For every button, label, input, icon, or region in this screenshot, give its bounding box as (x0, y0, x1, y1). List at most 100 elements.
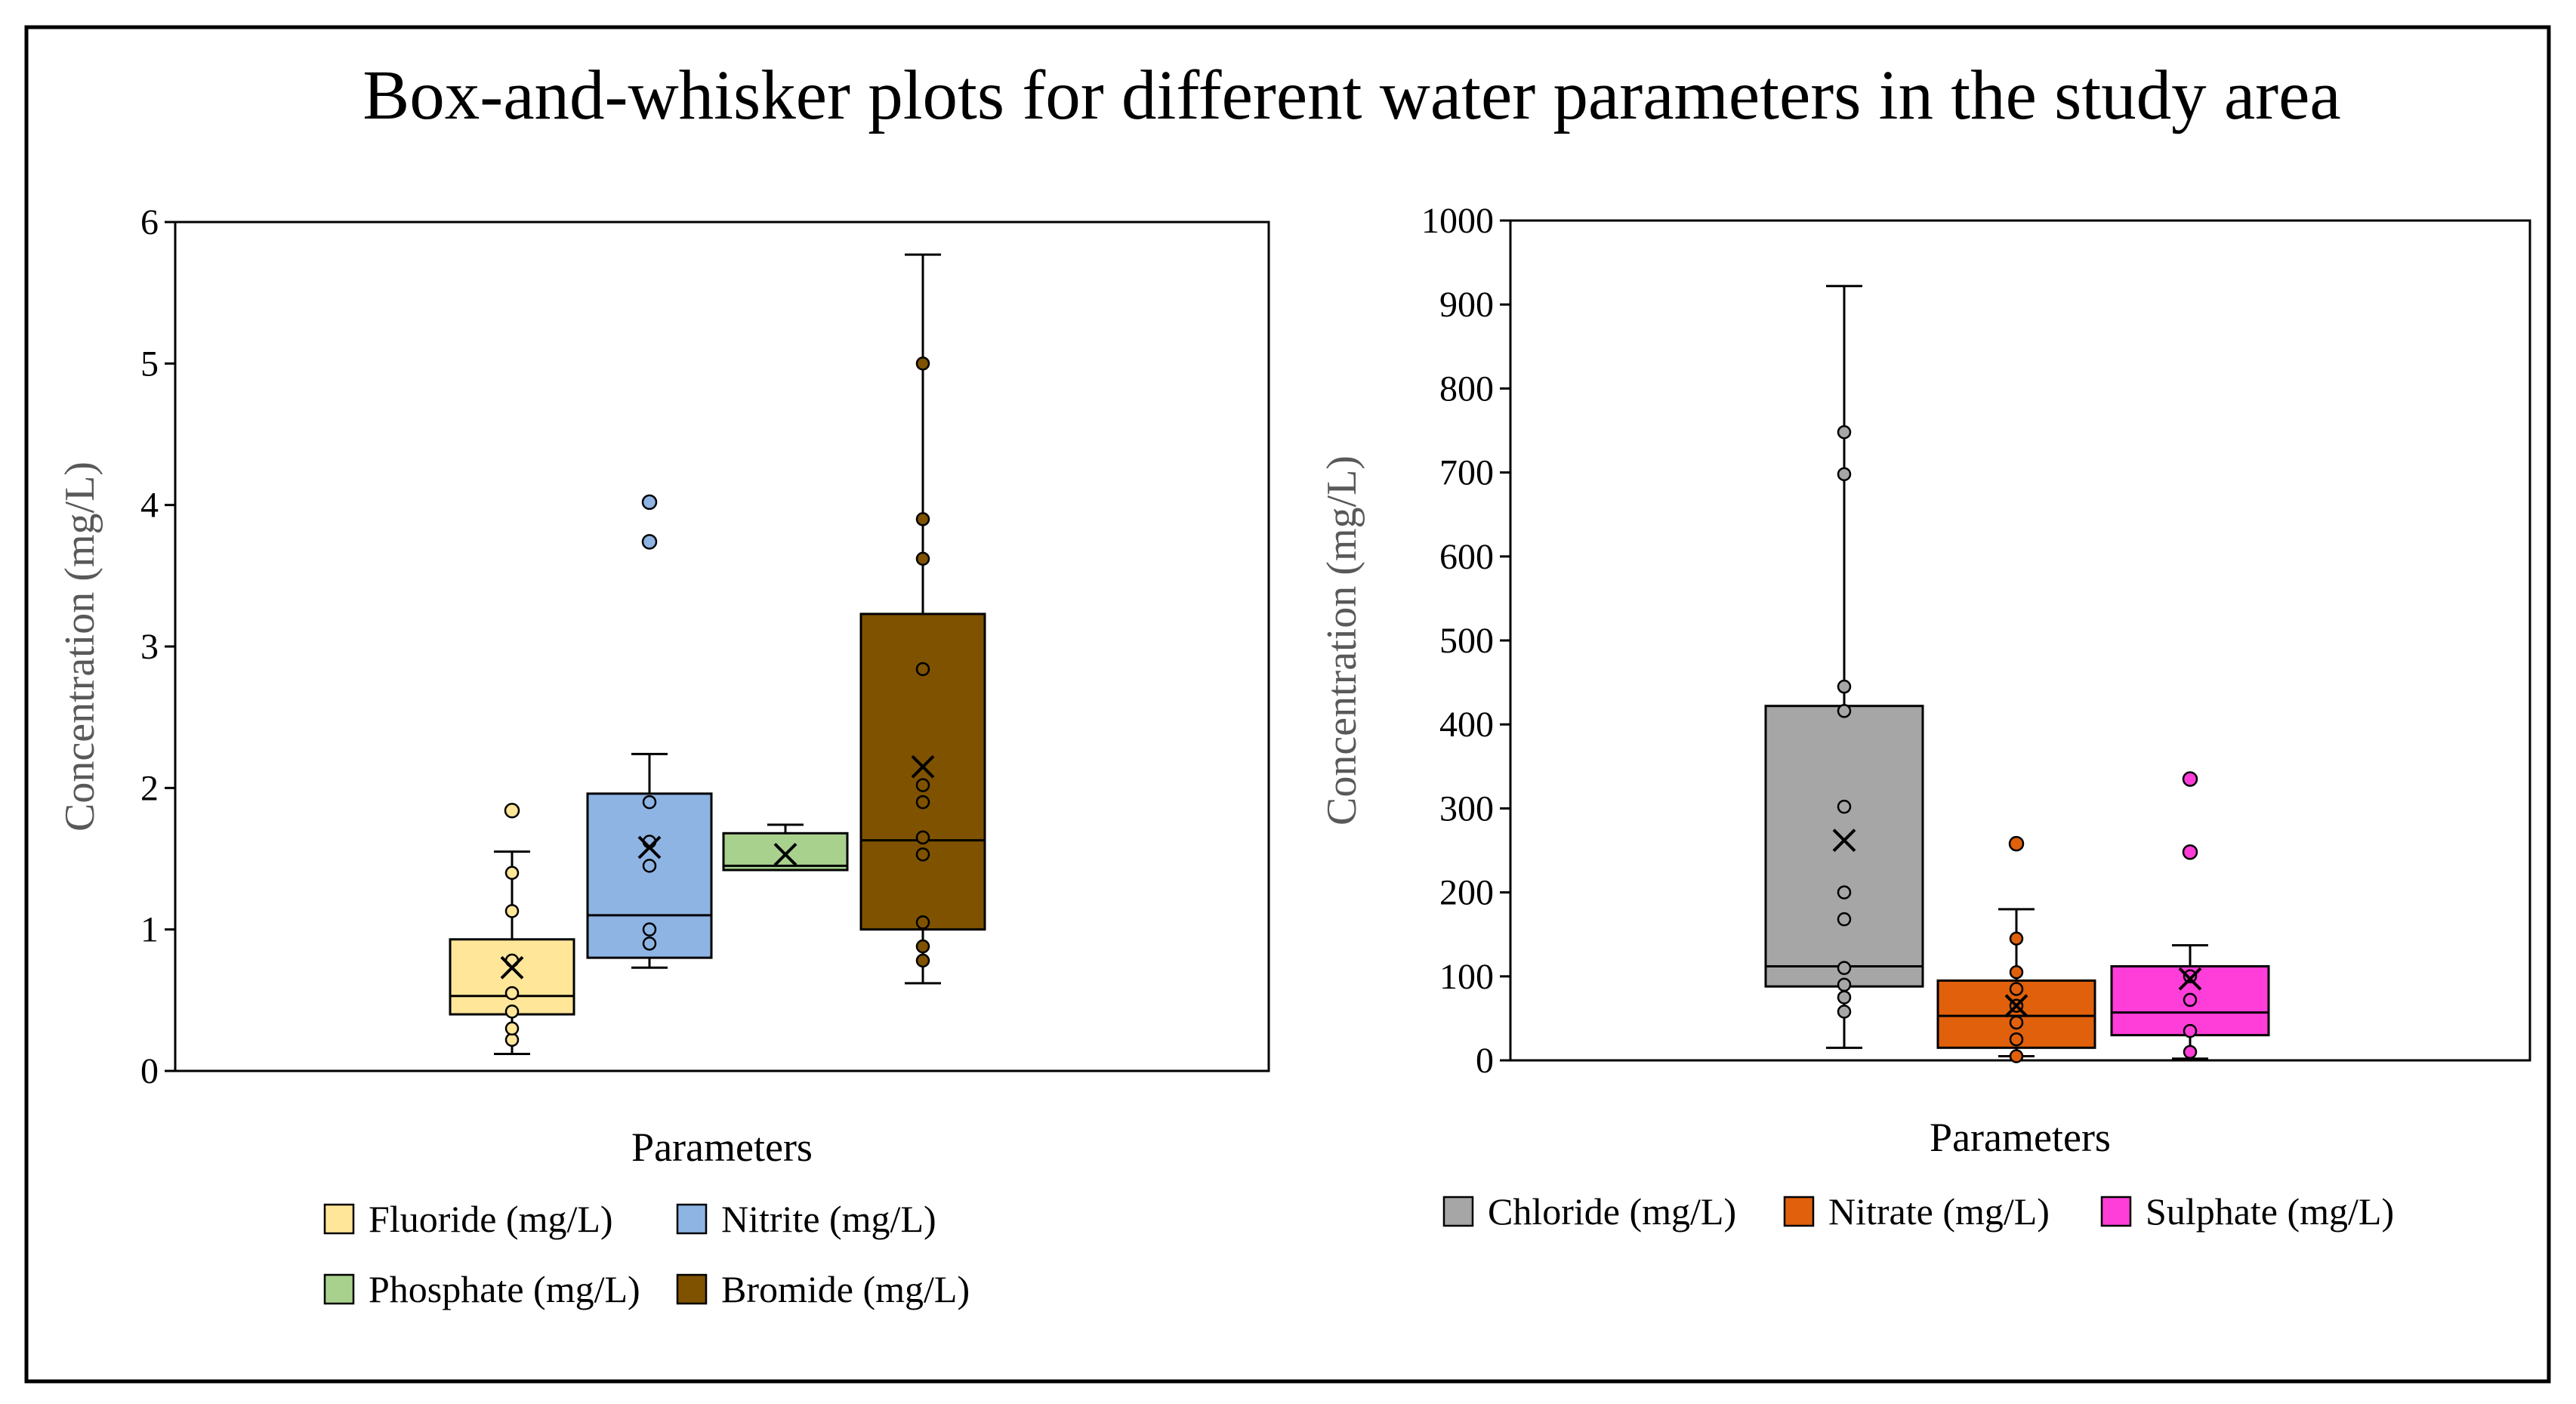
mean-x-stroke (2004, 994, 2028, 1018)
figure-title: Box-and-whisker plots for different wate… (362, 57, 2340, 134)
y-tick-label: 700 (1439, 453, 1494, 493)
box-iqr-bromide (859, 613, 986, 931)
box-bromide (859, 253, 986, 985)
mean-marker-phosphate (773, 842, 797, 866)
legend-item-sulphate: Sulphate (mg/L) (2100, 1190, 2394, 1233)
box-phosphate (722, 823, 849, 872)
legend-item-fluoride: Fluoride (mg/L) (323, 1198, 613, 1240)
mean-x-stroke (911, 754, 935, 779)
data-point-nitrite (642, 922, 657, 937)
data-point-nitrite (642, 937, 657, 951)
legend-swatch-nitrate (1783, 1196, 1815, 1227)
data-point-sulphate (2183, 1045, 2198, 1060)
y-tick-label: 0 (1476, 1041, 1494, 1081)
data-point-fluoride (504, 986, 520, 1001)
legend-swatch-bromide (676, 1273, 708, 1305)
data-point-nitrate (2009, 1015, 2024, 1030)
data-point-nitrite (642, 795, 657, 810)
y-tick-label: 800 (1439, 369, 1494, 409)
y-tick-label: 300 (1439, 788, 1494, 829)
y-tick-label: 2 (140, 768, 159, 808)
y-tick-label: 1000 (1421, 201, 1494, 241)
data-point-chloride (1837, 885, 1852, 899)
y-tick-label: 1 (140, 910, 159, 950)
y-tick-label: 500 (1439, 621, 1494, 661)
legend-swatch-phosphate (323, 1273, 355, 1305)
data-point-chloride (1837, 977, 1852, 992)
box-nitrate (1936, 835, 2096, 1063)
data-point-chloride (1837, 961, 1852, 975)
legend-item-bromide: Bromide (mg/L) (676, 1268, 970, 1310)
data-point-bromide (915, 662, 930, 677)
y-tick-label: 3 (140, 627, 159, 667)
data-point-chloride (1837, 799, 1852, 814)
outlier-point-sulphate (2182, 844, 2198, 860)
legend-label-nitrate: Nitrate (mg/L) (1828, 1190, 2050, 1233)
y-tick-label: 600 (1439, 537, 1494, 577)
y-tick-label: 5 (140, 344, 159, 384)
outlier-point-nitrite (641, 494, 658, 511)
plot-area-right (1509, 219, 2531, 1062)
y-tick-label: 100 (1439, 957, 1494, 997)
mean-marker-nitrite (637, 835, 662, 859)
legend-left: Fluoride (mg/L) Nitrite (mg/L) Phosphate (… (323, 1198, 970, 1310)
plot-area-left (174, 221, 1270, 1072)
box-fluoride (449, 803, 575, 1056)
mean-x-stroke (1832, 829, 1856, 853)
box-sulphate (2110, 771, 2270, 1060)
mean-x-stroke (500, 955, 524, 980)
data-point-fluoride (504, 866, 520, 880)
data-point-bromide (915, 551, 930, 566)
xlabel-right: Parameters (1930, 1115, 2111, 1160)
mean-x-stroke (773, 842, 797, 866)
outlier-point-fluoride (504, 803, 520, 819)
data-point-chloride (1837, 704, 1852, 718)
y-tick-label: 0 (140, 1051, 159, 1091)
data-point-bromide (915, 356, 930, 371)
box-nitrite (586, 494, 713, 969)
data-point-chloride (1837, 424, 1852, 440)
y-tick-label: 4 (140, 486, 159, 526)
legend-label-bromide: Bromide (mg/L) (721, 1268, 970, 1310)
y-tick-label: 6 (140, 202, 159, 242)
data-point-sulphate (2183, 992, 2198, 1007)
y-tick-label: 200 (1439, 873, 1494, 913)
legend-swatch-sulphate (2100, 1196, 2132, 1227)
data-point-nitrate (2009, 1032, 2024, 1047)
legend-item-nitrite: Nitrite (mg/L) (676, 1198, 936, 1240)
legend-swatch-fluoride (323, 1203, 355, 1235)
data-point-bromide (915, 915, 930, 930)
data-point-bromide (915, 778, 930, 792)
data-point-nitrate (2009, 931, 2024, 946)
legend-label-chloride: Chloride (mg/L) (1488, 1190, 1736, 1233)
legend-label-sulphate: Sulphate (mg/L) (2146, 1190, 2394, 1233)
legend-label-phosphate: Phosphate (mg/L) (369, 1268, 640, 1310)
ylabel-left: Concentration (mg/L) (57, 461, 103, 832)
outlier-point-nitrate (2008, 835, 2025, 852)
data-point-bromide (915, 847, 930, 862)
mean-marker-sulphate (2178, 967, 2202, 991)
legend-swatch-chloride (1442, 1196, 1474, 1227)
mean-marker-chloride (1832, 829, 1856, 853)
data-point-chloride (1837, 679, 1852, 694)
data-point-bromide (915, 512, 930, 526)
data-point-bromide (915, 939, 930, 954)
data-point-bromide (915, 830, 930, 845)
legend-swatch-nitrite (676, 1203, 708, 1235)
data-point-chloride (1837, 912, 1852, 927)
data-point-nitrite (642, 859, 657, 873)
mean-marker-fluoride (500, 955, 524, 980)
data-point-nitrate (2009, 982, 2024, 996)
legend-right: Chloride (mg/L) Nitrate (mg/L) Sulphate (m… (1442, 1190, 2394, 1233)
data-point-sulphate (2183, 1023, 2198, 1038)
chart-left: Concentration (mg/L) Parameters 0123456 … (57, 202, 1270, 1310)
y-tick-label: 400 (1439, 705, 1494, 745)
chart-right: Concentration (mg/L) Parameters 0 100 200 3… (1319, 201, 2531, 1233)
data-point-fluoride (504, 1021, 520, 1036)
box-iqr-fluoride (449, 938, 575, 1016)
box-chloride (1764, 285, 1924, 1049)
data-point-fluoride (504, 1032, 520, 1048)
mean-x-stroke (2178, 967, 2202, 991)
xlabel-left: Parameters (631, 1125, 813, 1170)
ylabel-right: Concentration (mg/L) (1319, 455, 1365, 825)
